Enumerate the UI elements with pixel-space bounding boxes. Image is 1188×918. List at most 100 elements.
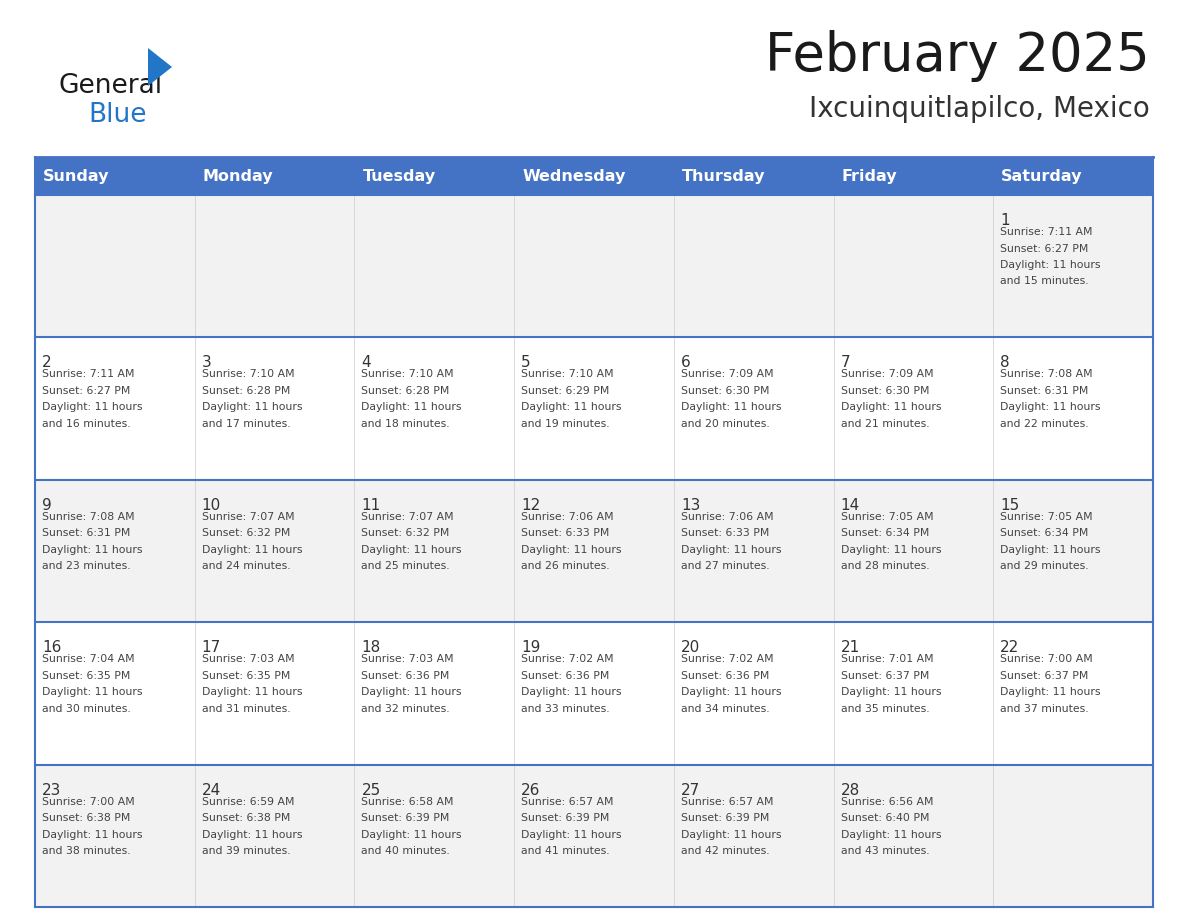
Text: 5: 5 (522, 355, 531, 370)
Text: 1: 1 (1000, 213, 1010, 228)
Text: February 2025: February 2025 (765, 30, 1150, 82)
Text: Sunset: 6:36 PM: Sunset: 6:36 PM (522, 671, 609, 681)
Text: 17: 17 (202, 640, 221, 655)
Text: Sunset: 6:28 PM: Sunset: 6:28 PM (202, 386, 290, 396)
Text: Sunrise: 7:04 AM: Sunrise: 7:04 AM (42, 655, 134, 665)
Text: Daylight: 11 hours: Daylight: 11 hours (681, 402, 782, 412)
Text: Daylight: 11 hours: Daylight: 11 hours (202, 544, 302, 554)
Text: Daylight: 11 hours: Daylight: 11 hours (361, 830, 462, 840)
Bar (34, 480, 1154, 622)
Text: 3: 3 (202, 355, 211, 370)
Text: Sunset: 6:38 PM: Sunset: 6:38 PM (202, 813, 290, 823)
Text: 4: 4 (361, 355, 371, 370)
Text: Daylight: 11 hours: Daylight: 11 hours (681, 830, 782, 840)
Text: and 25 minutes.: and 25 minutes. (361, 561, 450, 571)
Text: and 37 minutes.: and 37 minutes. (1000, 704, 1089, 713)
Text: Sunrise: 7:02 AM: Sunrise: 7:02 AM (522, 655, 614, 665)
Text: and 35 minutes.: and 35 minutes. (841, 704, 929, 713)
Text: Daylight: 11 hours: Daylight: 11 hours (681, 688, 782, 697)
Text: Daylight: 11 hours: Daylight: 11 hours (202, 830, 302, 840)
Text: Sunrise: 7:09 AM: Sunrise: 7:09 AM (841, 369, 934, 379)
Text: Sunrise: 7:10 AM: Sunrise: 7:10 AM (202, 369, 295, 379)
Text: 9: 9 (42, 498, 52, 513)
Text: Sunset: 6:39 PM: Sunset: 6:39 PM (522, 813, 609, 823)
Bar (34, 622, 1154, 765)
Text: Sunset: 6:31 PM: Sunset: 6:31 PM (42, 528, 131, 538)
Text: and 33 minutes.: and 33 minutes. (522, 704, 609, 713)
Text: and 18 minutes.: and 18 minutes. (361, 419, 450, 429)
Text: Monday: Monday (203, 169, 273, 184)
Text: 16: 16 (42, 640, 62, 655)
Text: Sunrise: 7:07 AM: Sunrise: 7:07 AM (361, 512, 454, 521)
Text: Sunrise: 7:11 AM: Sunrise: 7:11 AM (1000, 227, 1093, 237)
Text: Sunrise: 7:07 AM: Sunrise: 7:07 AM (202, 512, 295, 521)
Bar (34, 157, 1154, 195)
Text: Sunset: 6:28 PM: Sunset: 6:28 PM (361, 386, 450, 396)
Text: Sunset: 6:31 PM: Sunset: 6:31 PM (1000, 386, 1088, 396)
Text: and 39 minutes.: and 39 minutes. (202, 846, 290, 856)
Text: Daylight: 11 hours: Daylight: 11 hours (42, 830, 143, 840)
Text: Sunset: 6:35 PM: Sunset: 6:35 PM (202, 671, 290, 681)
Text: and 40 minutes.: and 40 minutes. (361, 846, 450, 856)
Bar (34, 195, 1154, 338)
Text: Thursday: Thursday (682, 169, 765, 184)
Text: Sunset: 6:32 PM: Sunset: 6:32 PM (202, 528, 290, 538)
Text: and 29 minutes.: and 29 minutes. (1000, 561, 1089, 571)
Text: and 20 minutes.: and 20 minutes. (681, 419, 770, 429)
Text: Sunrise: 7:06 AM: Sunrise: 7:06 AM (522, 512, 614, 521)
Text: and 27 minutes.: and 27 minutes. (681, 561, 770, 571)
Text: Sunrise: 6:56 AM: Sunrise: 6:56 AM (841, 797, 933, 807)
Text: and 30 minutes.: and 30 minutes. (42, 704, 131, 713)
Text: Daylight: 11 hours: Daylight: 11 hours (42, 688, 143, 697)
Text: General: General (58, 73, 162, 99)
Text: Sunset: 6:27 PM: Sunset: 6:27 PM (1000, 243, 1088, 253)
Text: and 31 minutes.: and 31 minutes. (202, 704, 290, 713)
Text: and 41 minutes.: and 41 minutes. (522, 846, 609, 856)
Text: Sunset: 6:29 PM: Sunset: 6:29 PM (522, 386, 609, 396)
Text: Sunrise: 7:03 AM: Sunrise: 7:03 AM (202, 655, 295, 665)
Text: 25: 25 (361, 783, 380, 798)
Text: Sunrise: 7:03 AM: Sunrise: 7:03 AM (361, 655, 454, 665)
Text: Sunrise: 7:10 AM: Sunrise: 7:10 AM (361, 369, 454, 379)
Text: and 42 minutes.: and 42 minutes. (681, 846, 770, 856)
Text: Daylight: 11 hours: Daylight: 11 hours (522, 402, 621, 412)
Text: Daylight: 11 hours: Daylight: 11 hours (42, 544, 143, 554)
Text: and 21 minutes.: and 21 minutes. (841, 419, 929, 429)
Text: Daylight: 11 hours: Daylight: 11 hours (522, 544, 621, 554)
Text: Sunrise: 7:06 AM: Sunrise: 7:06 AM (681, 512, 773, 521)
Text: Daylight: 11 hours: Daylight: 11 hours (841, 830, 941, 840)
Text: Daylight: 11 hours: Daylight: 11 hours (522, 830, 621, 840)
Text: and 17 minutes.: and 17 minutes. (202, 419, 290, 429)
Text: 20: 20 (681, 640, 700, 655)
Text: and 16 minutes.: and 16 minutes. (42, 419, 131, 429)
Text: 18: 18 (361, 640, 380, 655)
Text: Sunset: 6:35 PM: Sunset: 6:35 PM (42, 671, 131, 681)
Text: 14: 14 (841, 498, 860, 513)
Text: and 38 minutes.: and 38 minutes. (42, 846, 131, 856)
Text: Blue: Blue (88, 102, 146, 128)
Text: 7: 7 (841, 355, 851, 370)
Text: 15: 15 (1000, 498, 1019, 513)
Text: Sunrise: 7:00 AM: Sunrise: 7:00 AM (42, 797, 134, 807)
Text: Sunset: 6:38 PM: Sunset: 6:38 PM (42, 813, 131, 823)
Text: Sunrise: 6:59 AM: Sunrise: 6:59 AM (202, 797, 295, 807)
Text: Daylight: 11 hours: Daylight: 11 hours (1000, 402, 1101, 412)
Text: 21: 21 (841, 640, 860, 655)
Text: Sunrise: 6:57 AM: Sunrise: 6:57 AM (681, 797, 773, 807)
Text: Daylight: 11 hours: Daylight: 11 hours (841, 402, 941, 412)
Text: Tuesday: Tuesday (362, 169, 436, 184)
Text: and 26 minutes.: and 26 minutes. (522, 561, 609, 571)
Text: and 23 minutes.: and 23 minutes. (42, 561, 131, 571)
Text: Sunrise: 7:08 AM: Sunrise: 7:08 AM (1000, 369, 1093, 379)
Text: Daylight: 11 hours: Daylight: 11 hours (42, 402, 143, 412)
Text: 28: 28 (841, 783, 860, 798)
Text: Sunset: 6:37 PM: Sunset: 6:37 PM (841, 671, 929, 681)
Text: 12: 12 (522, 498, 541, 513)
Text: Daylight: 11 hours: Daylight: 11 hours (1000, 260, 1101, 270)
Text: Daylight: 11 hours: Daylight: 11 hours (202, 402, 302, 412)
Text: and 43 minutes.: and 43 minutes. (841, 846, 929, 856)
Polygon shape (148, 48, 172, 86)
Text: Sunset: 6:33 PM: Sunset: 6:33 PM (522, 528, 609, 538)
Text: Saturday: Saturday (1001, 169, 1082, 184)
Text: and 34 minutes.: and 34 minutes. (681, 704, 770, 713)
